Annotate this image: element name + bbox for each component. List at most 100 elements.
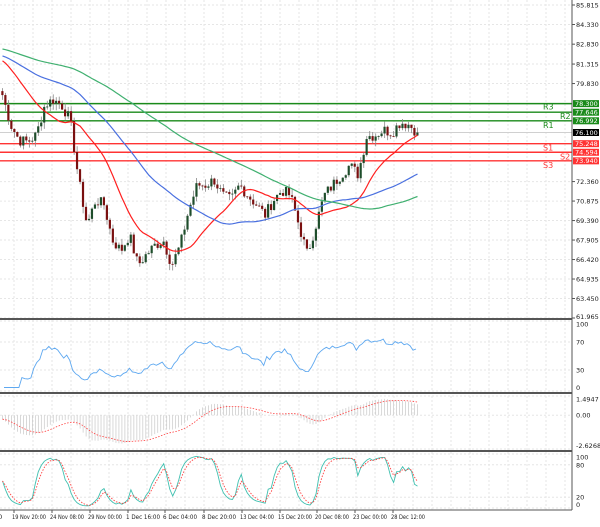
candle-body	[192, 196, 195, 205]
candle-body	[332, 179, 335, 191]
candle-body	[183, 229, 186, 235]
candle-body	[287, 187, 291, 196]
candle-body	[255, 204, 258, 206]
indicator-tick-label: 80	[576, 461, 584, 469]
price-tag-text: 73.940	[575, 157, 598, 165]
time-tick-label: 24 Nov 08:00	[50, 513, 84, 521]
candle-body	[22, 136, 25, 146]
candle-body	[150, 245, 153, 254]
candle-body	[58, 100, 61, 104]
candle-body	[96, 204, 100, 206]
price-tick-label: 70.875	[576, 198, 599, 206]
current-price-tag	[573, 128, 599, 136]
rsi-line	[4, 338, 417, 388]
indicator-tick-label: 100	[576, 321, 588, 329]
indicator-tick-label: 20	[576, 494, 584, 502]
price-tick-label: 81.315	[576, 61, 599, 69]
candle-body	[174, 254, 177, 265]
price-tag-s2	[573, 148, 599, 156]
price-tag-r1	[573, 117, 599, 125]
candle-body	[407, 124, 410, 129]
candle-body	[19, 136, 22, 146]
candle-body	[350, 163, 353, 166]
candle-body	[1, 91, 4, 96]
candle-body	[207, 186, 210, 188]
candle-body	[204, 185, 207, 188]
candle-body	[314, 228, 317, 241]
candle-body	[377, 136, 380, 137]
candle-body	[114, 242, 117, 249]
candle-body	[61, 103, 64, 110]
pivot-label-s1: S1	[543, 144, 553, 153]
candle-body	[99, 197, 103, 206]
candle-body	[326, 186, 329, 193]
candle-body	[240, 185, 243, 187]
time-tick-label: 00	[0, 513, 2, 521]
price-tag-s3	[573, 157, 599, 165]
candle-body	[329, 186, 332, 191]
candle-body	[216, 184, 219, 189]
candle-body	[111, 228, 114, 243]
pivot-levels: R3 78.300 R2 77.646 R1 76.992 S1 75.248 S2 74.594…	[0, 100, 599, 170]
candle-body	[392, 136, 395, 137]
candle-body	[395, 125, 398, 137]
price-tick-label: 61.965	[576, 313, 599, 321]
candle-body	[162, 241, 165, 246]
candle-body	[341, 177, 344, 182]
candle-body	[273, 200, 276, 211]
candle-body	[234, 189, 237, 194]
candle-body	[123, 245, 126, 251]
candle-body	[302, 236, 306, 240]
macd-signal-line	[2, 400, 418, 443]
price-tag-text: 75.248	[575, 140, 598, 148]
indicator-tick-label: 30	[576, 367, 584, 375]
candle-body	[267, 204, 270, 218]
candle-body	[278, 193, 282, 195]
candle-body	[347, 165, 350, 176]
candle-body	[147, 253, 150, 255]
candle-body	[258, 205, 261, 207]
price-tick-label: 69.390	[576, 217, 599, 225]
candle-body	[102, 197, 105, 206]
indicator-tick-label: 0	[576, 384, 580, 392]
candle-body	[317, 211, 320, 229]
candle-body	[246, 196, 249, 198]
candle-body	[78, 169, 82, 182]
time-tick-label: 8 Dec 20:00	[202, 513, 236, 521]
candle-body	[72, 120, 76, 153]
candle-body	[16, 131, 19, 137]
price-tag-text: 74.594	[575, 149, 598, 157]
candle-body	[320, 201, 323, 212]
candle-body	[413, 127, 416, 136]
price-tick-label: 66.420	[576, 256, 599, 264]
candle-body	[66, 111, 70, 117]
candle-body	[43, 106, 46, 123]
candle-body	[87, 218, 91, 221]
candle-body	[270, 204, 273, 211]
time-tick-label: 6 Dec 04:00	[163, 513, 197, 521]
current-price-text: 76.100	[575, 129, 598, 137]
candle-body	[237, 185, 240, 190]
candle-body	[210, 178, 213, 187]
time-tick-label: 20 Dec 08:00	[315, 513, 349, 521]
candle-body	[159, 245, 162, 248]
time-tick-label: 13 Dec 04:00	[240, 513, 274, 521]
stochastic-main-line	[2, 455, 418, 507]
candle-body	[34, 132, 37, 141]
candle-body	[132, 234, 135, 254]
candle-body	[261, 205, 264, 209]
candle-body	[249, 196, 252, 200]
candle-body	[368, 136, 371, 140]
price-tick-label: 64.935	[576, 276, 599, 284]
candle-body	[353, 163, 356, 167]
candle-body	[252, 199, 255, 205]
candle-body	[231, 193, 234, 195]
price-tag-text: 78.300	[575, 100, 598, 108]
candle-body	[380, 133, 383, 137]
candle-body	[371, 136, 374, 141]
indicator-tick-label: 0.00	[576, 412, 590, 420]
candle-body	[359, 163, 362, 179]
